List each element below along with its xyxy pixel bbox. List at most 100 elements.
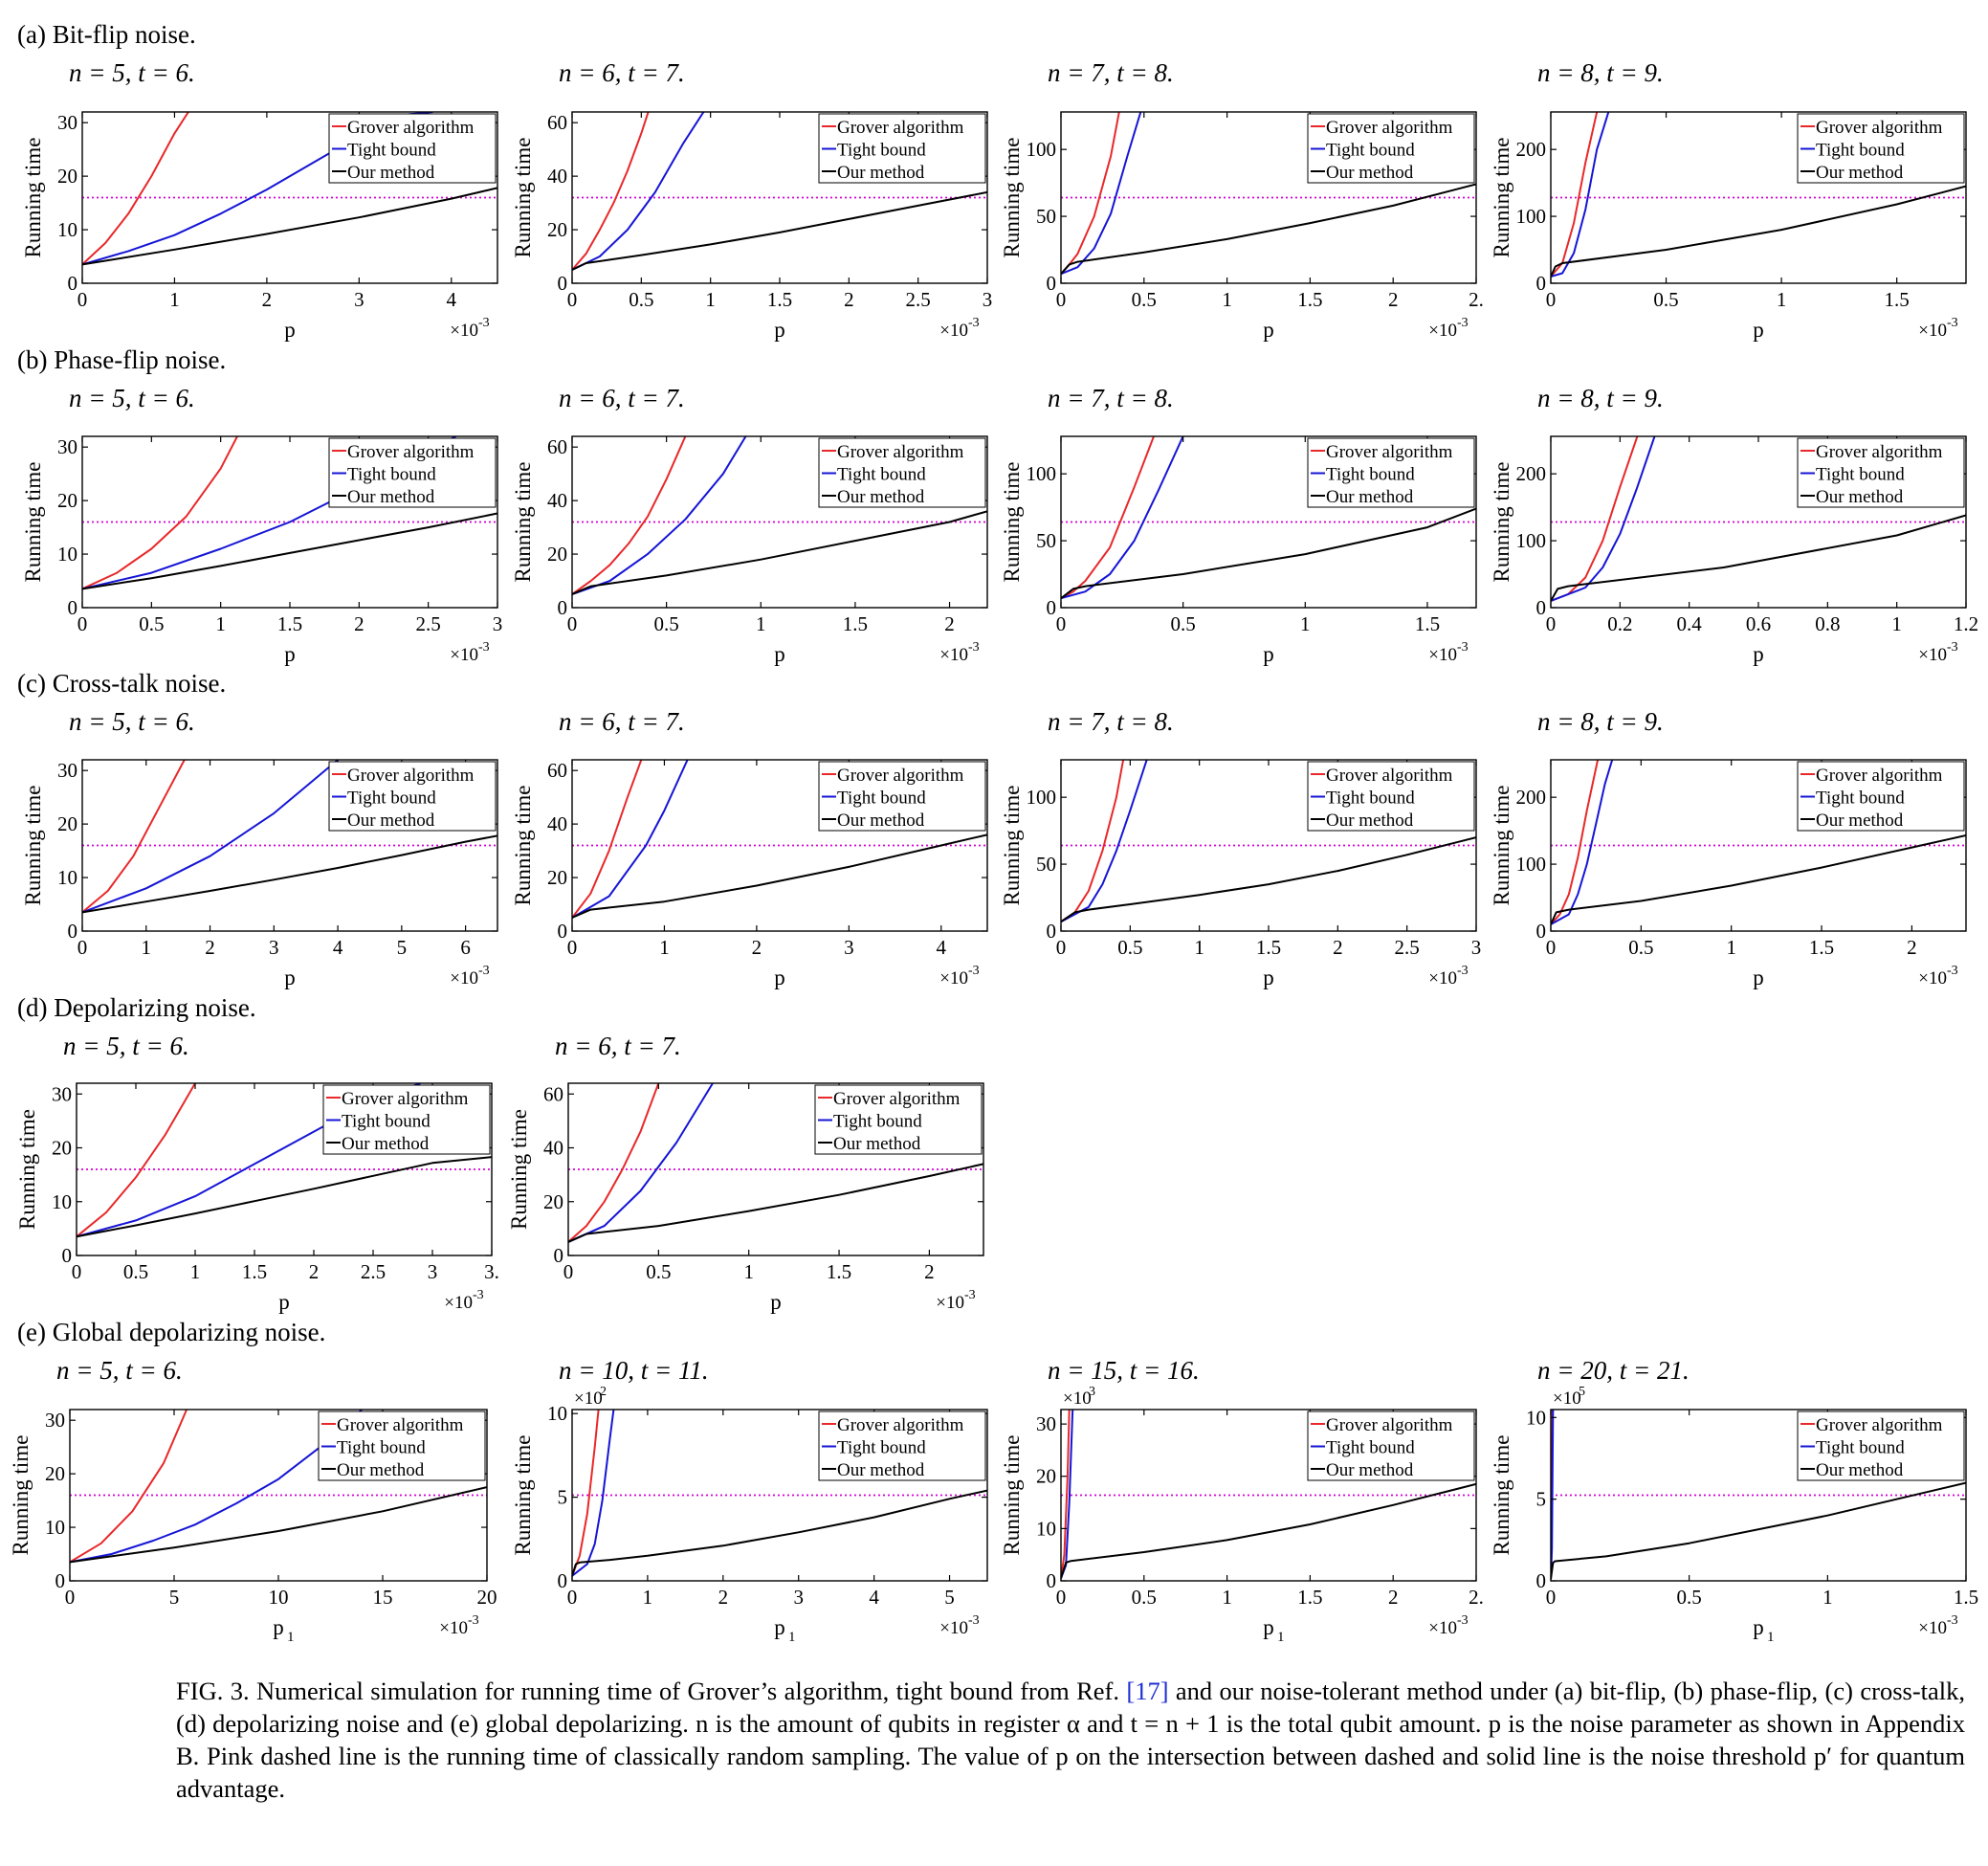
x-tick-label: 2.5 (361, 1260, 386, 1283)
x-tick-label: 2 (205, 936, 215, 959)
y-tick-label: 20 (547, 866, 567, 889)
x-tick-label: 1.5 (1885, 288, 1910, 311)
series-line-grover (568, 1083, 660, 1243)
series-line-our-method (572, 1489, 987, 1577)
y-tick-label: 5 (1536, 1488, 1547, 1511)
y-tick-label: 20 (57, 489, 77, 512)
legend-entry: Tight bound (837, 1438, 926, 1458)
x-tick-label: 0 (77, 612, 88, 635)
x-axis-multiplier: ×10 (936, 1293, 964, 1313)
panel-title: n = 5, t = 6. (63, 1032, 189, 1060)
series-line-our-method (1061, 507, 1476, 599)
x-tick-label: 2 (1388, 288, 1399, 311)
legend-entry: Tight bound (837, 141, 926, 161)
axes-box (567, 1082, 984, 1256)
legend-entry: Our method (837, 811, 925, 831)
y-axis-label: Running time (9, 1435, 33, 1556)
y-tick-label: 20 (543, 1190, 563, 1213)
x-tick-label: 0 (1056, 936, 1067, 959)
y-tick-label: 40 (547, 812, 567, 835)
y-tick-label: 60 (547, 759, 567, 782)
x-tick-label: 0.5 (1132, 1586, 1157, 1609)
y-tick-label: 50 (1036, 529, 1056, 552)
x-tick-label: 1.5 (1954, 1586, 1978, 1609)
x-tick-label: 0 (1056, 288, 1067, 311)
series-line-tight-bound (572, 112, 705, 271)
y-tick-label: 0 (1047, 1569, 1057, 1592)
x-axis-exponent: -3 (478, 316, 490, 330)
series-line-our-method (1551, 514, 1966, 602)
y-tick-label: 30 (57, 111, 77, 134)
x-tick-label: 1 (1300, 612, 1311, 635)
y-axis-label: Running time (511, 1435, 535, 1556)
x-tick-label: 5 (944, 1586, 955, 1609)
chart-panel: n = 7, t = 8. 0 0.5 1 1.5 0 50 100 p ×10 -3 Running… (1000, 384, 1477, 666)
legend-entry: Grover algorithm (1816, 442, 1943, 462)
axes-box (81, 759, 498, 932)
series-line-our-method (77, 1156, 492, 1238)
x-tick-label: 1.5 (277, 612, 302, 635)
series-line-our-method (82, 187, 497, 266)
series-line-our-method (1061, 1482, 1476, 1579)
panel-title: n = 6, t = 7. (559, 707, 685, 736)
x-tick-label: 15 (373, 1586, 393, 1609)
series-line-tight-bound (1061, 760, 1148, 923)
x-axis-label: p (284, 642, 296, 666)
x-tick-label: 1.5 (767, 288, 792, 311)
legend-entry: Tight bound (337, 1438, 426, 1458)
panel-title: n = 7, t = 8. (1048, 384, 1174, 412)
x-tick-label: 1 (1777, 288, 1787, 311)
y-tick-label: 0 (68, 272, 78, 295)
x-axis-label-subscript: 1 (788, 1630, 796, 1645)
x-axis-label: p (1263, 318, 1274, 342)
y-axis-exponent: 5 (1579, 1385, 1585, 1399)
panel-title: n = 20, t = 21. (1537, 1356, 1690, 1385)
legend-entry: Our method (342, 1134, 430, 1154)
x-tick-label: 0 (65, 1586, 76, 1609)
legend-box (328, 437, 497, 508)
x-tick-label: 0 (567, 612, 578, 635)
legend-box (1307, 761, 1475, 832)
series-line-grover (572, 760, 643, 919)
chart-panel: n = 8, t = 9. 0 0.2 0.4 0.6 0.8 1 1.2 0 100 200 p ×1… (1490, 384, 1978, 666)
x-axis-multiplier: ×10 (939, 968, 968, 989)
panel-title: n = 7, t = 8. (1048, 707, 1174, 736)
y-tick-label: 10 (1036, 1517, 1056, 1540)
panel-title: n = 6, t = 7. (555, 1032, 681, 1060)
x-tick-label: 0.5 (123, 1260, 148, 1283)
y-axis-label: Running time (511, 462, 535, 583)
series-line-tight-bound (1551, 760, 1614, 925)
legend-entry: Tight bound (1326, 141, 1415, 161)
y-tick-label: 20 (547, 543, 567, 566)
y-tick-label: 0 (558, 920, 568, 943)
legend-entry: Our method (837, 163, 925, 183)
legend-box (1307, 1411, 1475, 1481)
legend-box (818, 113, 986, 184)
legend-entry: Tight bound (1326, 465, 1415, 485)
y-tick-label: 60 (547, 111, 567, 134)
series-line-our-method (1551, 834, 1966, 925)
y-axis-label: Running time (1490, 138, 1513, 258)
x-tick-label: 1.5 (1297, 1586, 1322, 1609)
series-line-tight-bound (568, 1083, 714, 1243)
x-tick-label: 6 (460, 936, 471, 959)
y-axis-label: Running time (1000, 786, 1024, 906)
legend-entry: Our method (1326, 487, 1414, 507)
caption-reference-link[interactable]: [17] (1126, 1677, 1169, 1705)
x-tick-label: 2. (1469, 288, 1484, 311)
legend-entry: Grover algorithm (837, 766, 964, 786)
legend-entry: Tight bound (833, 1112, 922, 1132)
x-axis-label: p (774, 1615, 785, 1639)
x-tick-label: 0 (72, 1260, 82, 1283)
legend-box (818, 1411, 986, 1481)
y-tick-label: 10 (57, 543, 77, 566)
y-tick-label: 50 (1036, 205, 1056, 228)
x-tick-label: 0 (77, 288, 88, 311)
x-tick-label: 1 (1726, 936, 1736, 959)
